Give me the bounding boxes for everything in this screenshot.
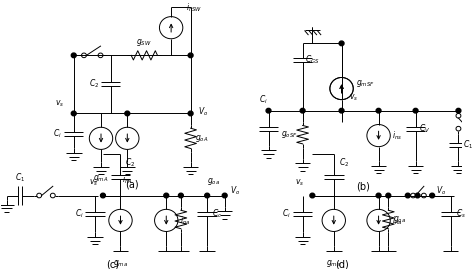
- Circle shape: [310, 193, 315, 198]
- Circle shape: [71, 111, 76, 116]
- Text: $C_i$: $C_i$: [53, 128, 62, 140]
- Text: $C_2$: $C_2$: [338, 157, 349, 169]
- Text: $V_o$: $V_o$: [199, 105, 209, 118]
- Text: $C_V$: $C_V$: [419, 123, 430, 135]
- Text: $v_s$: $v_s$: [349, 93, 358, 103]
- Text: $C_1$: $C_1$: [15, 171, 25, 183]
- Text: $V_o$: $V_o$: [229, 185, 240, 197]
- Circle shape: [100, 193, 105, 198]
- Text: $g_{mA}$: $g_{mA}$: [93, 174, 109, 184]
- Text: $g_{ma}$: $g_{ma}$: [113, 258, 128, 269]
- Text: $C_1$: $C_1$: [463, 139, 474, 151]
- Circle shape: [376, 108, 381, 113]
- Text: $V_o$: $V_o$: [436, 185, 447, 197]
- Circle shape: [266, 108, 271, 113]
- Text: $v_s$: $v_s$: [55, 98, 64, 109]
- Circle shape: [164, 193, 169, 198]
- Text: $C_i$: $C_i$: [282, 208, 291, 220]
- Text: $g_{oa}$: $g_{oa}$: [393, 214, 406, 225]
- Text: $g_{SW}$: $g_{SW}$: [136, 37, 152, 48]
- Text: $i_{na}$: $i_{na}$: [180, 214, 191, 227]
- Text: $g_{mSF}$: $g_{mSF}$: [356, 77, 375, 89]
- Text: (a): (a): [125, 179, 139, 189]
- Text: (b): (b): [356, 181, 370, 191]
- Text: (c): (c): [106, 259, 119, 269]
- Circle shape: [300, 108, 305, 113]
- Circle shape: [415, 193, 420, 198]
- Text: $C_s$: $C_s$: [456, 208, 465, 220]
- Circle shape: [188, 53, 193, 58]
- Text: $i_{ns}$: $i_{ns}$: [392, 129, 402, 142]
- Text: $g_{oSF}$: $g_{oSF}$: [281, 129, 298, 140]
- Text: $v_s$: $v_s$: [295, 178, 305, 188]
- Text: $i_{nA}$: $i_{nA}$: [122, 174, 133, 186]
- Text: $g_{oa}$: $g_{oa}$: [207, 176, 220, 187]
- Text: $C_{GS}$: $C_{GS}$: [305, 54, 319, 66]
- Circle shape: [178, 193, 183, 198]
- Text: $i_{na}$: $i_{na}$: [392, 214, 402, 227]
- Circle shape: [405, 193, 410, 198]
- Circle shape: [205, 193, 210, 198]
- Circle shape: [71, 53, 76, 58]
- Circle shape: [376, 193, 381, 198]
- Text: $g_{oA}$: $g_{oA}$: [195, 133, 209, 144]
- Circle shape: [339, 108, 344, 113]
- Circle shape: [125, 111, 130, 116]
- Circle shape: [222, 193, 227, 198]
- Circle shape: [413, 108, 418, 113]
- Circle shape: [188, 111, 193, 116]
- Text: (d): (d): [335, 259, 348, 269]
- Text: $v_s$: $v_s$: [89, 178, 98, 188]
- Text: $C_i$: $C_i$: [75, 208, 83, 220]
- Text: $C_2$: $C_2$: [125, 157, 136, 169]
- Circle shape: [456, 108, 461, 113]
- Circle shape: [386, 193, 391, 198]
- Text: $C_i$: $C_i$: [259, 94, 268, 106]
- Circle shape: [430, 193, 435, 198]
- Text: $C_c$: $C_c$: [212, 208, 222, 220]
- Circle shape: [339, 41, 344, 46]
- Text: $C_2$: $C_2$: [89, 78, 99, 90]
- Text: $g_{ma}$: $g_{ma}$: [326, 258, 341, 269]
- Text: $i_{nSW}$: $i_{nSW}$: [186, 1, 202, 14]
